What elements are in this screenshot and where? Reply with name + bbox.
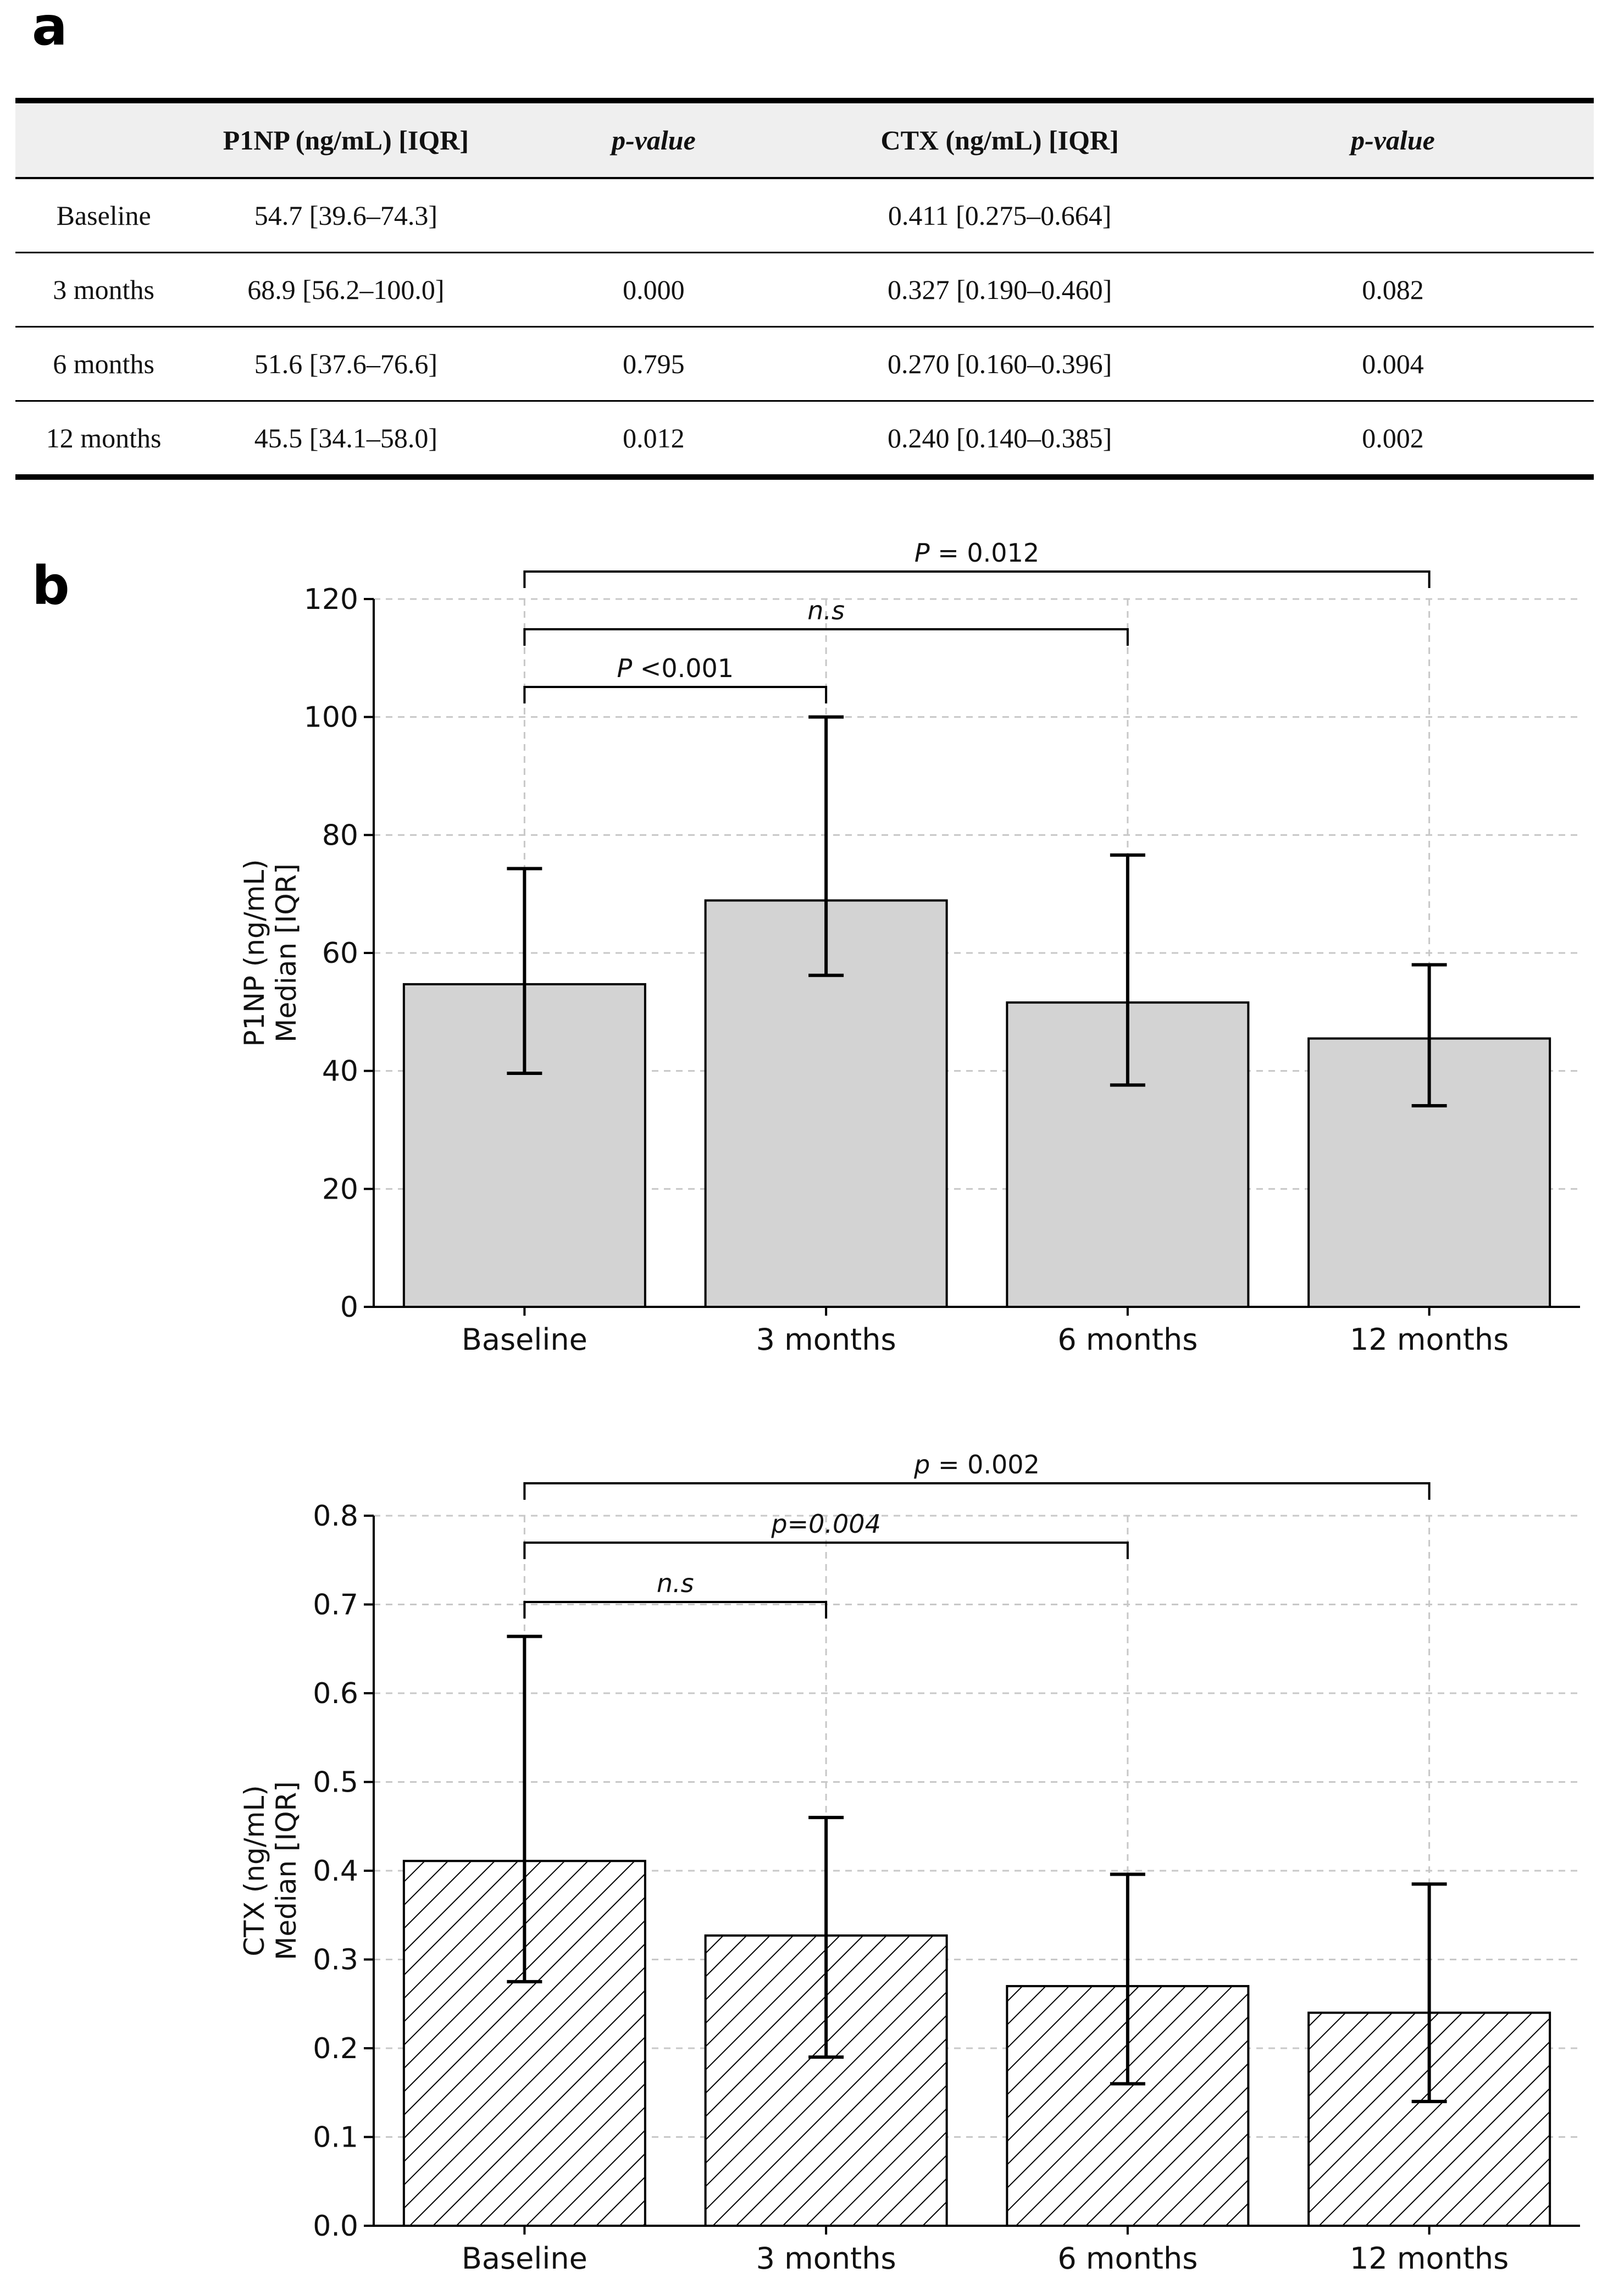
table-cell-ctx-pvalue: 0.002 [1191, 401, 1594, 480]
significance-label-value: <0.001 [632, 653, 734, 683]
y-axis-label: CTX (ng/mL)Median [IQR] [239, 1781, 302, 1960]
table-header-empty [15, 98, 192, 179]
x-tick-label: 6 months [1057, 1322, 1198, 1357]
table-cell-timepoint: 6 months [15, 326, 192, 402]
x-tick-label: 3 months [756, 1322, 896, 1357]
panel-label-a: a [32, 0, 68, 57]
table-header-ctx: CTX (ng/mL) [IQR] [807, 98, 1192, 179]
significance-bracket [523, 1601, 828, 1618]
table-row: Baseline 54.7 [39.6–74.3] 0.411 [0.275–0… [15, 178, 1594, 253]
table-cell-ctx: 0.411 [0.275–0.664] [807, 178, 1192, 253]
y-tick-label: 0.7 [313, 1589, 358, 1622]
significance-bracket [523, 1482, 1431, 1500]
table-cell-p1np: 45.5 [34.1–58.0] [192, 401, 500, 480]
y-tick-label: 0.1 [313, 2121, 358, 2154]
table-cell-ctx: 0.240 [0.140–0.385] [807, 401, 1192, 480]
x-tick-label: 3 months [756, 2241, 896, 2276]
table-cell-timepoint: 12 months [15, 401, 192, 480]
x-tick-label: 12 months [1350, 2241, 1509, 2276]
significance-label-prefix: P [914, 538, 930, 568]
significance-label-value: = 0.012 [930, 538, 1039, 568]
table-header-row: P1NP (ng/mL) [IQR] p-value CTX (ng/mL) [… [15, 98, 1594, 179]
y-tick-label: 80 [322, 819, 358, 852]
y-tick-label: 0.6 [313, 1677, 358, 1710]
significance-bracket [523, 628, 1129, 646]
table-cell-p1np-pvalue: 0.795 [500, 326, 808, 402]
y-tick-label: 0.8 [313, 1500, 358, 1533]
table-cell-ctx: 0.327 [0.190–0.460] [807, 252, 1192, 328]
pvalue-header-text: p-value [612, 125, 696, 156]
y-tick-label: 40 [322, 1055, 358, 1088]
table-cell-p1np-pvalue: 0.012 [500, 401, 808, 480]
significance-label-prefix: p=0.004 [771, 1509, 880, 1539]
significance-label-prefix: p [913, 1450, 930, 1479]
panel-label-b: b [32, 555, 70, 617]
chart-2: 0.0 0.1 0.2 0.3 0.4 0.5 0.6 0.7 0.8 Baseline 3 mon… [239, 1450, 1580, 2276]
y-axis-label-line: Median [IQR] [270, 1781, 302, 1960]
y-tick-label: 60 [322, 937, 358, 970]
table-cell-p1np: 51.6 [37.6–76.6] [192, 326, 500, 402]
significance-label: n.s [807, 596, 845, 625]
y-tick-label: 0.0 [313, 2210, 358, 2243]
significance-label: p=0.004 [771, 1509, 880, 1539]
significance-label-prefix: P [617, 653, 632, 683]
table-row: 3 months 68.9 [56.2–100.0] 0.000 0.327 [… [15, 252, 1594, 328]
table-header-ctx-pvalue: p-value [1191, 98, 1594, 179]
y-tick-label: 0.3 [313, 1944, 358, 1977]
x-tick-label: 12 months [1350, 1322, 1509, 1357]
y-tick-label: 120 [304, 583, 358, 616]
significance-label-value: = 0.002 [930, 1450, 1039, 1479]
table-cell-ctx-pvalue [1191, 178, 1594, 253]
y-axis-label-line: P1NP (ng/mL) [239, 859, 270, 1046]
y-axis-label-line: Median [IQR] [270, 863, 302, 1043]
table-cell-p1np: 54.7 [39.6–74.3] [192, 178, 500, 253]
significance-bracket [523, 686, 828, 703]
y-tick-label: 20 [322, 1173, 358, 1206]
table-cell-ctx-pvalue: 0.082 [1191, 252, 1594, 328]
y-tick-label: 0.5 [313, 1766, 358, 1799]
table-header-p1np-pvalue: p-value [500, 98, 808, 179]
significance-label: n.s [657, 1568, 694, 1598]
table-row: 12 months 45.5 [34.1–58.0] 0.012 0.240 [… [15, 401, 1594, 480]
y-axis-label-line: CTX (ng/mL) [239, 1785, 270, 1956]
significance-label-prefix: n.s [807, 596, 845, 625]
table-header-p1np: P1NP (ng/mL) [IQR] [192, 98, 500, 179]
significance-label: P <0.001 [617, 653, 734, 683]
y-tick-label: 0.4 [313, 1855, 358, 1888]
y-tick-label: 0 [340, 1291, 358, 1324]
significance-label: P = 0.012 [914, 538, 1039, 568]
table-row: 6 months 51.6 [37.6–76.6] 0.795 0.270 [0… [15, 326, 1594, 402]
pvalue-header-text: p-value [1351, 125, 1435, 156]
table-cell-ctx: 0.270 [0.160–0.396] [807, 326, 1192, 402]
y-tick-label: 100 [304, 701, 358, 734]
significance-bracket [523, 1542, 1129, 1559]
table-cell-timepoint: Baseline [15, 178, 192, 253]
significance-bracket [523, 570, 1431, 588]
x-tick-label: Baseline [462, 1322, 587, 1357]
results-table: P1NP (ng/mL) [IQR] p-value CTX (ng/mL) [… [15, 98, 1594, 480]
significance-label-prefix: n.s [657, 1568, 694, 1598]
table-cell-p1np-pvalue [500, 178, 808, 253]
y-tick-label: 0.2 [313, 2032, 358, 2065]
y-axis-label: P1NP (ng/mL)Median [IQR] [239, 859, 302, 1046]
table-cell-p1np: 68.9 [56.2–100.0] [192, 252, 500, 328]
significance-label: p = 0.002 [913, 1450, 1040, 1479]
x-tick-label: 6 months [1057, 2241, 1198, 2276]
table-cell-timepoint: 3 months [15, 252, 192, 328]
x-tick-label: Baseline [462, 2241, 587, 2276]
table-cell-p1np-pvalue: 0.000 [500, 252, 808, 328]
chart-1: 0 20 40 60 80 100 120 Baseline 3 months 6 months 1… [239, 538, 1580, 1357]
bar-baseline [402, 983, 646, 1309]
table-cell-ctx-pvalue: 0.004 [1191, 326, 1594, 402]
